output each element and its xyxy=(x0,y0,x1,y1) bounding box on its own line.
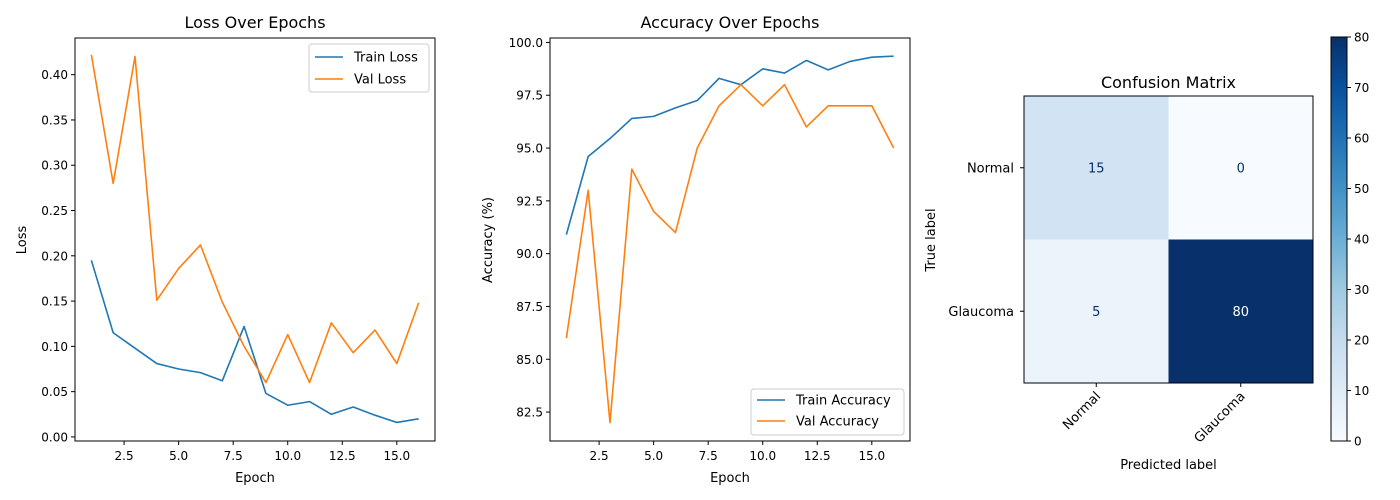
loss-legend-train-label: Train Loss xyxy=(353,51,418,66)
accuracy-x-tick-label: 12.5 xyxy=(804,449,831,463)
loss-y-tick-label: 0.25 xyxy=(41,204,68,218)
accuracy-y-tick-label: 85.0 xyxy=(516,353,543,367)
accuracy-y-tick-label: 82.5 xyxy=(516,406,543,420)
confusion-matrix-frame xyxy=(1023,95,1314,384)
accuracy-chart: Accuracy Over Epochs 2.5 5.0 7.5 10.0 12.5 15… xyxy=(481,13,911,486)
loss-y-tick-label: 0.30 xyxy=(41,159,68,173)
colorbar xyxy=(1330,36,1348,442)
loss-legend-val-label: Val Loss xyxy=(354,73,406,88)
confusion-matrix-cell-value: 80 xyxy=(1232,305,1249,320)
loss-ticks: 2.5 5.0 7.5 10.0 12.5 15.0 0.00 0.05 0.10 0.15 0.2… xyxy=(41,68,410,463)
accuracy-y-axis-label: Accuracy (%) xyxy=(481,197,496,283)
confusion-matrix-cell xyxy=(1168,239,1313,383)
confusion-matrix-cell-value: 0 xyxy=(1237,161,1245,176)
accuracy-x-tick-label: 10.0 xyxy=(749,449,776,463)
loss-x-tick-label: 12.5 xyxy=(329,449,356,463)
val-loss-line xyxy=(90,54,420,384)
accuracy-y-tick-label: 97.5 xyxy=(516,89,543,103)
accuracy-x-tick-label: 5.0 xyxy=(644,449,663,463)
confusion-matrix-y-axis-label: True label xyxy=(924,208,939,272)
train-accuracy-line xyxy=(565,55,894,235)
confusion-matrix-cell xyxy=(1024,239,1169,383)
confusion-matrix-cell xyxy=(1168,96,1313,240)
loss-y-tick-label: 0.20 xyxy=(41,249,68,263)
colorbar-tick-label: 60 xyxy=(1354,132,1369,146)
accuracy-legend-train-label: Train Accuracy xyxy=(795,394,891,409)
loss-x-tick-label: 10.0 xyxy=(274,449,301,463)
colorbar-tick-label: 50 xyxy=(1354,182,1369,196)
accuracy-plot-frame xyxy=(549,37,911,442)
colorbar-ticks: 0 10 20 30 40 50 60 70 80 xyxy=(1347,31,1369,449)
accuracy-chart-title: Accuracy Over Epochs xyxy=(640,13,819,32)
accuracy-y-tick-label: 87.5 xyxy=(516,300,543,314)
colorbar-tick-label: 70 xyxy=(1354,81,1369,95)
accuracy-y-tick-label: 100.0 xyxy=(509,36,543,50)
loss-y-tick-label: 0.35 xyxy=(41,113,68,127)
confusion-matrix-title: Confusion Matrix xyxy=(1101,73,1236,92)
confusion-matrix-cell-value: 5 xyxy=(1092,305,1100,320)
loss-y-tick-label: 0.15 xyxy=(41,295,68,309)
accuracy-ticks: 2.5 5.0 7.5 10.0 12.5 15.0 82.5 85.0 87.5 90.0 92.… xyxy=(509,36,886,463)
loss-x-tick-label: 15.0 xyxy=(383,449,410,463)
loss-y-axis-label: Loss xyxy=(15,226,30,255)
accuracy-x-tick-label: 15.0 xyxy=(858,449,885,463)
confusion-matrix-y-tick-label: Normal xyxy=(967,161,1014,176)
loss-chart: Loss Over Epochs 2.5 5.0 7.5 10.0 12.5 15.0 0.… xyxy=(15,13,436,486)
colorbar-tick-label: 20 xyxy=(1354,334,1369,348)
confusion-matrix-cells: 15 0 5 80 xyxy=(1024,96,1313,383)
colorbar-tick-label: 10 xyxy=(1354,384,1369,398)
colorbar-tick-label: 30 xyxy=(1354,283,1369,297)
loss-y-tick-label: 0.40 xyxy=(41,68,68,82)
loss-plot-frame xyxy=(74,37,436,442)
accuracy-x-tick-label: 2.5 xyxy=(590,449,609,463)
accuracy-lines xyxy=(565,55,895,424)
loss-chart-title: Loss Over Epochs xyxy=(184,13,325,32)
val-accuracy-line xyxy=(565,83,895,424)
loss-lines xyxy=(90,54,420,424)
confusion-matrix-cell xyxy=(1024,96,1169,240)
loss-legend-box xyxy=(308,43,430,93)
accuracy-y-tick-label: 90.0 xyxy=(516,247,543,261)
train-loss-line xyxy=(90,260,419,424)
confusion-matrix-y-tick-label: Glaucoma xyxy=(948,305,1014,320)
confusion-matrix-x-axis-label: Predicted label xyxy=(1120,458,1217,473)
accuracy-x-axis-label: Epoch xyxy=(710,471,750,486)
loss-x-axis-label: Epoch xyxy=(235,471,275,486)
loss-y-tick-label: 0.10 xyxy=(41,340,68,354)
colorbar-tick-label: 0 xyxy=(1354,435,1362,449)
accuracy-legend: Train Accuracy Val Accuracy xyxy=(750,388,905,436)
loss-y-tick-label: 0.05 xyxy=(41,385,68,399)
colorbar-tick-label: 80 xyxy=(1354,31,1369,45)
accuracy-y-tick-label: 95.0 xyxy=(516,142,543,156)
accuracy-legend-box xyxy=(750,388,905,436)
loss-y-tick-label: 0.00 xyxy=(41,430,68,444)
loss-x-tick-label: 7.5 xyxy=(224,449,243,463)
accuracy-x-tick-label: 7.5 xyxy=(699,449,718,463)
loss-x-tick-label: 5.0 xyxy=(169,449,188,463)
confusion-matrix-cell-value: 15 xyxy=(1088,161,1105,176)
loss-legend: Train Loss Val Loss xyxy=(308,43,430,93)
accuracy-y-tick-label: 92.5 xyxy=(516,194,543,208)
colorbar-tick-label: 40 xyxy=(1354,233,1369,247)
accuracy-legend-val-label: Val Accuracy xyxy=(796,415,879,430)
loss-x-tick-label: 2.5 xyxy=(115,449,134,463)
